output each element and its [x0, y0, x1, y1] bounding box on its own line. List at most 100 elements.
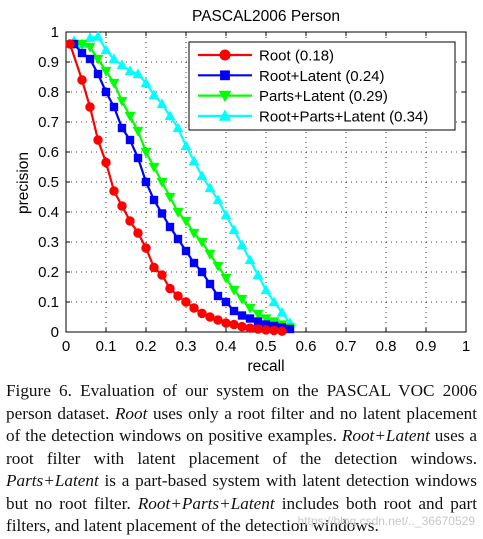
caption-text: uses only a root filter and no latent pl… [6, 403, 477, 446]
data-point [228, 224, 240, 235]
data-point [140, 77, 152, 88]
data-point [77, 75, 87, 85]
data-point [124, 111, 136, 122]
data-point [189, 258, 199, 268]
data-point [181, 297, 191, 307]
y-tick-label: 0.3 [38, 234, 59, 251]
data-point [205, 279, 215, 289]
x-tick-label: 1 [462, 338, 470, 355]
data-point [213, 315, 223, 325]
data-point [85, 54, 95, 64]
data-point [212, 261, 224, 272]
data-point [260, 284, 272, 295]
data-point [181, 246, 191, 256]
data-point [109, 186, 119, 196]
y-tick-label: 0.9 [38, 54, 59, 71]
data-point [236, 294, 248, 305]
watermark: https://blog.csdn.net/.._36670529 [297, 514, 475, 528]
data-point [77, 48, 87, 58]
y-tick-label: 0.6 [38, 144, 59, 161]
data-point [212, 194, 224, 205]
data-point [164, 110, 176, 121]
data-point [165, 222, 175, 232]
x-tick-label: 0 [62, 338, 70, 355]
series-line [73, 35, 291, 324]
data-point [213, 291, 223, 301]
data-point [173, 234, 183, 244]
data-point [204, 249, 216, 260]
chart-title: PASCAL2006 Person [192, 8, 340, 25]
caption-text: Figure 6. Evaluation of our system on th… [6, 381, 477, 423]
caption-method-name: Root+Latent [341, 426, 430, 445]
caption-method-name: Root [114, 403, 148, 423]
data-point [173, 291, 183, 301]
data-point [245, 323, 255, 333]
data-point [100, 44, 112, 55]
data-point [220, 209, 232, 220]
data-point [141, 243, 151, 253]
data-point [93, 69, 103, 79]
data-point [244, 303, 256, 314]
data-point [84, 42, 96, 53]
y-tick-label: 0.2 [38, 264, 59, 281]
data-point [109, 102, 119, 112]
data-point [277, 326, 287, 336]
data-point [165, 283, 175, 294]
series-1 [65, 39, 287, 336]
data-point [133, 153, 143, 163]
y-tick-label: 0.4 [38, 204, 59, 221]
data-point [101, 157, 111, 168]
data-point [189, 303, 199, 313]
data-point [220, 273, 232, 284]
legend-marker [219, 49, 231, 61]
legend-entry: Parts+Latent (0.29) [198, 88, 388, 105]
data-point [229, 306, 239, 316]
x-tick-label: 0.9 [416, 338, 437, 355]
legend-label: Root+Parts+Latent (0.34) [259, 108, 428, 125]
caption-method-name: Parts+Latent [6, 471, 99, 490]
data-point [260, 314, 272, 325]
data-point [149, 195, 159, 205]
y-axis-label: precision [15, 152, 32, 214]
legend-entry: Root+Latent (0.24) [198, 68, 385, 85]
data-point [101, 87, 111, 97]
caption-method-name: Root+Parts+Latent [137, 493, 275, 513]
legend-label: Root+Latent (0.24) [259, 68, 385, 85]
data-point [133, 228, 143, 238]
data-point [188, 228, 200, 239]
figure-caption: Figure 6. Evaluation of our system on th… [6, 380, 477, 538]
data-point [108, 78, 120, 89]
legend-label: Parts+Latent (0.29) [259, 88, 388, 105]
y-tick-label: 0.1 [38, 294, 59, 311]
caption-text: is a part-based system with latent detec… [6, 471, 477, 513]
caption-text: includes both root and part filters, and… [6, 493, 477, 536]
data-point [197, 267, 207, 277]
data-point [245, 314, 255, 323]
data-point [65, 39, 75, 49]
data-point [180, 216, 192, 227]
data-point [188, 155, 200, 166]
data-point [93, 135, 103, 145]
data-point [276, 306, 288, 317]
data-point [85, 102, 95, 112]
legend-marker [220, 70, 230, 81]
data-point [116, 96, 128, 107]
data-point [164, 192, 176, 203]
data-point [196, 237, 208, 248]
data-point [253, 324, 263, 334]
data-point [172, 207, 184, 218]
data-point [149, 262, 159, 273]
x-tick-label: 0.1 [96, 338, 117, 355]
x-tick-label: 0.6 [296, 338, 317, 355]
data-point [244, 254, 256, 265]
data-point [156, 98, 168, 109]
data-point [132, 68, 144, 79]
y-tick-label: 0 [51, 324, 59, 341]
pr-chart: 0 0.1 0.2 0.3 0.4 0.5 0.6 0.7 0.8 0.9 1 0 0.1 0.2 0.3 0… [15, 8, 470, 375]
legend-label: Root (0.18) [259, 48, 334, 65]
data-point [140, 147, 152, 158]
data-point [197, 308, 207, 319]
caption-text: uses a root filter with latent placement… [6, 426, 477, 468]
data-point [221, 297, 231, 307]
data-point [180, 140, 192, 151]
